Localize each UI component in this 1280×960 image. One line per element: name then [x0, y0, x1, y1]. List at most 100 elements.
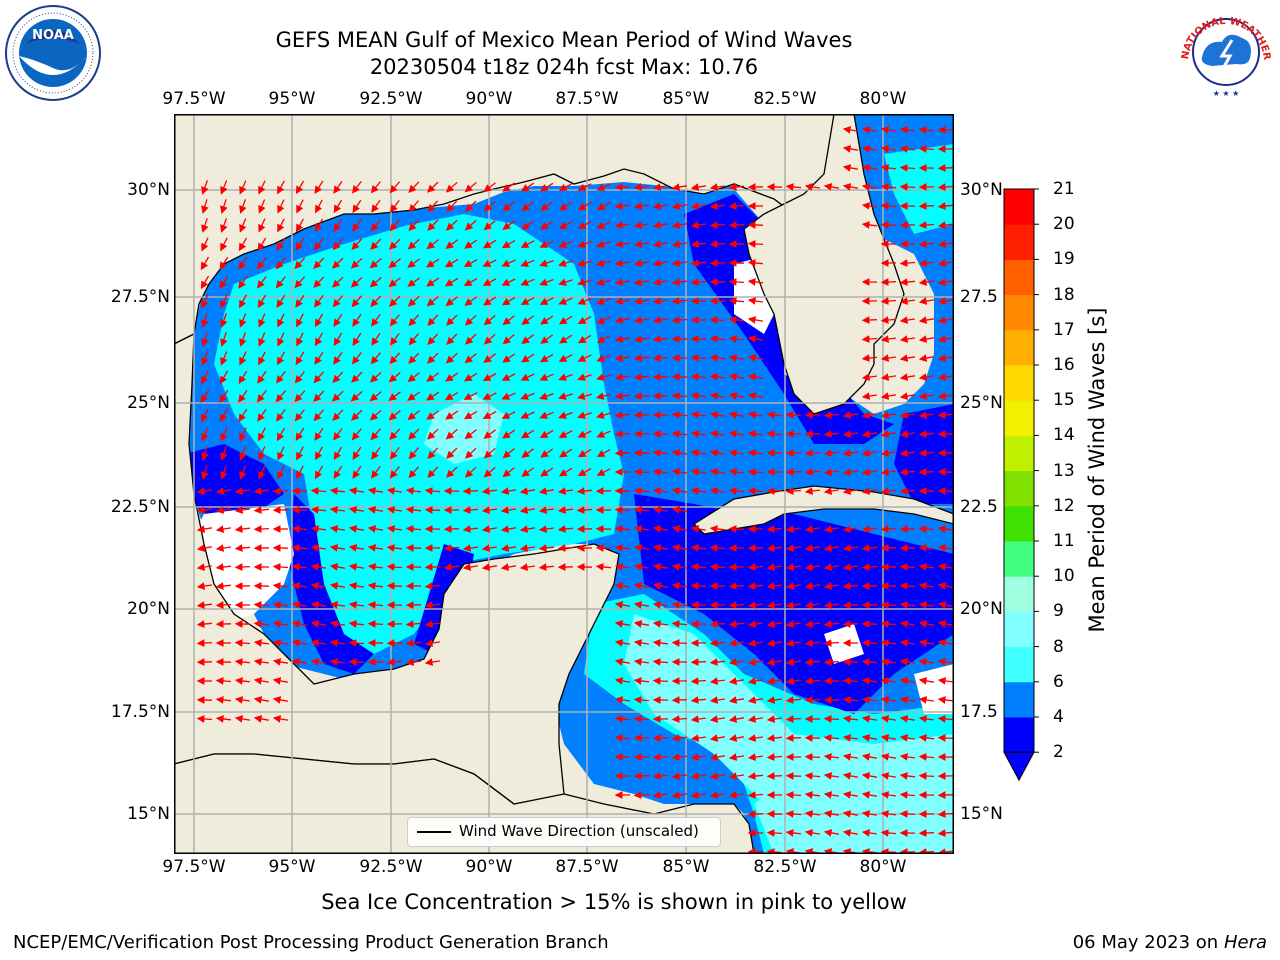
dark-patch-bay — [289, 494, 374, 674]
direction-arrow — [690, 468, 707, 476]
direction-arrow — [201, 218, 209, 233]
legend-label: Wind Wave Direction (unscaled) — [459, 822, 699, 840]
direction-arrow — [481, 487, 498, 495]
direction-arrow — [937, 183, 954, 191]
direction-arrow — [633, 468, 650, 476]
direction-arrow — [842, 601, 859, 609]
direction-arrow — [937, 601, 954, 609]
direction-arrow — [823, 183, 840, 191]
direction-arrow — [804, 544, 821, 552]
direction-arrow — [257, 408, 267, 422]
direction-arrow — [296, 446, 304, 461]
direction-arrow — [291, 658, 308, 666]
direction-arrow — [633, 563, 650, 571]
direction-arrow — [652, 316, 668, 324]
direction-arrow — [277, 332, 285, 347]
direction-arrow — [500, 525, 517, 533]
colorbar-segment — [1004, 646, 1034, 683]
colorbar-segment — [1004, 400, 1034, 436]
direction-arrow — [652, 221, 669, 229]
direction-arrow — [671, 753, 687, 761]
direction-arrow — [314, 180, 324, 194]
direction-arrow — [424, 563, 441, 571]
colorbar-tick-label: 17 — [1053, 319, 1075, 340]
direction-arrow — [709, 772, 726, 780]
direction-arrow — [633, 582, 650, 590]
direction-arrow — [633, 601, 650, 609]
direction-arrow — [709, 620, 726, 628]
direction-arrow — [407, 295, 420, 307]
colorbar-tick-label: 9 — [1053, 601, 1064, 622]
direction-arrow — [389, 466, 400, 479]
direction-arrow — [899, 601, 916, 609]
direction-arrow — [329, 658, 346, 666]
direction-arrow — [747, 278, 764, 286]
direction-arrow — [253, 506, 270, 514]
direction-arrow — [370, 352, 381, 365]
direction-arrow — [407, 410, 420, 421]
direction-arrow — [291, 525, 308, 533]
direction-arrow — [272, 677, 289, 685]
direction-arrow — [861, 658, 878, 666]
direction-arrow — [483, 200, 496, 212]
direction-arrow — [388, 238, 401, 250]
direction-arrow — [861, 582, 878, 590]
direction-arrow — [200, 275, 210, 290]
direction-arrow — [253, 658, 269, 666]
direction-arrow — [313, 238, 324, 251]
direction-arrow — [426, 352, 439, 364]
direction-arrow — [918, 145, 935, 153]
direction-arrow — [709, 658, 726, 666]
direction-arrow — [329, 544, 346, 552]
direction-arrow — [272, 696, 289, 704]
direction-arrow — [352, 446, 362, 460]
direction-arrow — [539, 297, 554, 305]
direction-arrow — [596, 183, 611, 191]
direction-arrow — [880, 297, 897, 305]
direction-arrow — [502, 467, 515, 478]
direction-arrow — [671, 506, 688, 514]
direction-arrow — [596, 449, 611, 458]
direction-arrow — [747, 354, 764, 362]
direction-arrow — [709, 221, 726, 229]
direction-arrow — [501, 373, 516, 381]
direction-arrow — [388, 391, 401, 401]
direction-arrow — [296, 465, 304, 480]
direction-arrow — [690, 677, 707, 685]
direction-arrow — [671, 772, 687, 780]
direction-arrow — [937, 563, 954, 571]
colorbar-segment — [1004, 681, 1034, 718]
gulf-light-zone — [424, 394, 504, 464]
colorbar-segment — [1004, 329, 1034, 366]
footer-host: Hera — [1223, 932, 1267, 953]
direction-arrow — [558, 354, 573, 362]
direction-arrow — [728, 411, 745, 419]
direction-arrow — [313, 276, 325, 289]
direction-arrow — [785, 582, 802, 590]
direction-arrow — [464, 314, 477, 326]
direction-arrow — [464, 429, 477, 440]
direction-arrow — [310, 601, 327, 609]
direction-arrow — [576, 506, 593, 514]
direction-arrow — [747, 791, 764, 799]
direction-arrow — [258, 218, 266, 233]
direction-arrow — [257, 257, 267, 270]
direction-arrow — [294, 371, 305, 384]
direction-arrow — [426, 428, 439, 440]
direction-arrow — [709, 525, 726, 533]
direction-arrow — [918, 563, 935, 571]
direction-arrow — [294, 390, 306, 403]
direction-arrow — [257, 237, 267, 252]
direction-arrow — [408, 466, 420, 479]
direction-arrow — [426, 410, 440, 420]
direction-arrow — [502, 201, 515, 212]
direction-arrow — [918, 373, 935, 381]
direction-arrow — [747, 411, 764, 419]
direction-arrow — [766, 829, 783, 837]
direction-arrow — [352, 332, 362, 346]
direction-arrow — [690, 791, 707, 799]
direction-arrow — [842, 183, 859, 191]
direction-arrow — [918, 430, 935, 438]
colorbar-segment — [1004, 259, 1034, 296]
direction-arrow — [728, 430, 745, 438]
